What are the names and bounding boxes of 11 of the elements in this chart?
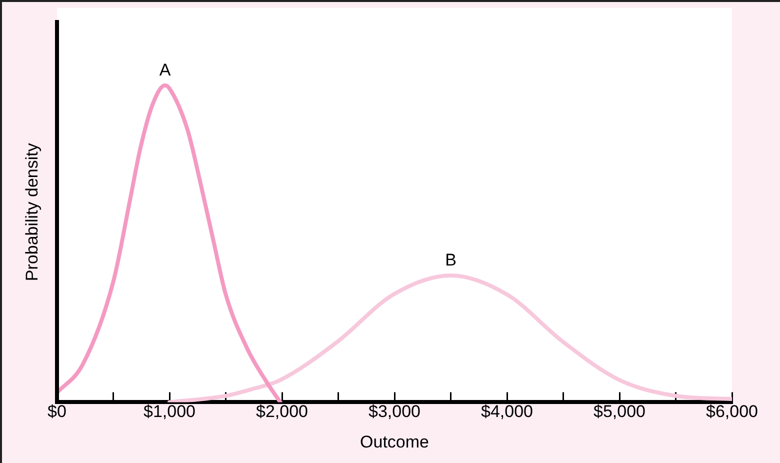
x-axis-title: Outcome <box>360 432 429 452</box>
series-label: A <box>159 60 172 80</box>
x-tick-label: $4,000 <box>481 402 533 422</box>
x-tick-label: $2,000 <box>256 402 308 422</box>
x-tick-label: $1,000 <box>144 402 196 422</box>
series-label: B <box>445 250 456 270</box>
x-tick-label: $6,000 <box>706 402 758 422</box>
x-tick-label: $3,000 <box>368 402 420 422</box>
x-tick-label: $5,000 <box>594 402 646 422</box>
x-tick-label: $0 <box>48 402 66 422</box>
y-axis-title: Probability density <box>22 142 42 282</box>
